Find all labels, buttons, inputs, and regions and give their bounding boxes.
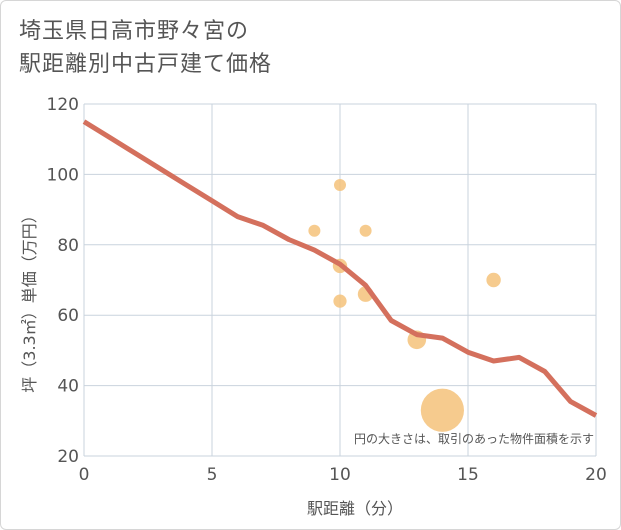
y-tick-labels: 20 40 60 80 100 120: [47, 95, 79, 467]
x-tick-label-1: 5: [207, 465, 218, 485]
y-axis-label: 坪（3.3㎡）単価（万円）: [20, 207, 39, 392]
bubbles: [308, 178, 501, 432]
y-tick-label-0: 20: [57, 447, 79, 467]
y-tick-label-1: 40: [57, 377, 79, 397]
x-tick-labels: 0 5 10 15 20: [79, 465, 607, 485]
chart-title: 埼玉県日高市野々宮の 駅距離別中古戸建て価格: [19, 15, 272, 81]
bubble-8: [486, 272, 501, 288]
grid-lines: [83, 103, 597, 457]
y-tick-label-4: 100: [47, 165, 79, 185]
chart-title-line-2: 駅距離別中古戸建て価格: [19, 52, 273, 77]
x-tick-label-2: 10: [329, 465, 351, 485]
x-tick-label-3: 15: [457, 465, 479, 485]
bubble-size-note: 円の大きさは、取引のあった物件面積を示す: [354, 431, 594, 446]
bubble-7: [420, 388, 464, 432]
chart-title-line-1: 埼玉県日高市野々宮の: [19, 19, 250, 44]
x-axis-label: 駅距離（分）: [307, 499, 403, 518]
x-tick-label-4: 20: [585, 465, 607, 485]
y-tick-label-5: 120: [47, 95, 79, 115]
x-tick-label-0: 0: [79, 465, 90, 485]
bubble-1: [334, 178, 346, 191]
trend-line: [82, 119, 598, 418]
bubble-4: [359, 224, 372, 237]
y-tick-label-2: 60: [57, 306, 79, 326]
bubble-3: [333, 294, 347, 308]
bubble-0: [308, 224, 321, 237]
y-tick-label-3: 80: [57, 236, 79, 256]
